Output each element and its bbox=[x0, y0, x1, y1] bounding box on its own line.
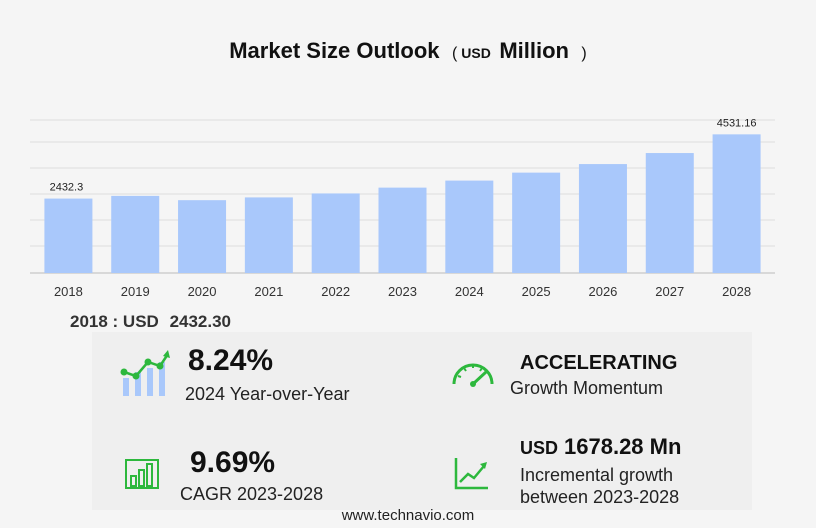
growth-chart-icon bbox=[120, 350, 170, 396]
bar-2020 bbox=[178, 200, 227, 273]
bar-2027 bbox=[645, 153, 694, 273]
x-tick-label: 2025 bbox=[522, 284, 551, 299]
bar-2025 bbox=[512, 172, 561, 273]
yoy-stat: 8.24% bbox=[188, 344, 273, 378]
bar-2019 bbox=[111, 195, 160, 273]
summary-value: 2432.30 bbox=[169, 312, 232, 331]
incremental-stat: USD 1678.28 Mn bbox=[520, 434, 681, 460]
trend-line-icon bbox=[454, 458, 488, 490]
title-paren-open: ( bbox=[451, 45, 458, 62]
yoy-label: 2024 Year-over-Year bbox=[185, 384, 350, 404]
bar-2026 bbox=[578, 164, 627, 273]
incremental-unit: USD bbox=[520, 438, 559, 458]
title-unit: USD bbox=[461, 45, 491, 61]
data-label: 2432.3 bbox=[50, 182, 84, 194]
title-million: Million bbox=[499, 38, 569, 63]
bar-2022 bbox=[311, 193, 360, 273]
incremental-label-2: between 2023-2028 bbox=[520, 487, 680, 507]
bar-2021 bbox=[244, 197, 293, 273]
chart-title: Market Size Outlook (USD Million ) bbox=[0, 38, 816, 64]
incremental-value: 1678.28 Mn bbox=[564, 434, 682, 459]
bar-2024 bbox=[445, 180, 494, 273]
x-tick-label: 2027 bbox=[655, 284, 684, 299]
momentum-head: ACCELERATING bbox=[520, 352, 678, 374]
momentum-label: Growth Momentum bbox=[510, 378, 664, 398]
bar-2028 bbox=[712, 134, 761, 273]
cagr-stat: 9.69% bbox=[190, 446, 275, 480]
x-tick-label: 2018 bbox=[54, 284, 83, 299]
x-tick-label: 2021 bbox=[254, 284, 283, 299]
x-tick-label: 2024 bbox=[455, 284, 484, 299]
summary-line: 2018 : USD 2432.30 bbox=[70, 312, 237, 332]
x-tick-label: 2022 bbox=[321, 284, 350, 299]
bar-chart-icon bbox=[125, 459, 159, 489]
bar-2018 bbox=[44, 198, 93, 273]
summary-year: 2018 : USD bbox=[70, 312, 159, 331]
stats-panel bbox=[92, 332, 752, 510]
data-label: 4531.16 bbox=[717, 117, 757, 129]
cagr-value: 9.69% bbox=[190, 446, 276, 479]
title-paren-close: ) bbox=[581, 45, 587, 62]
cagr-label: CAGR 2023-2028 bbox=[180, 484, 324, 504]
x-tick-label: 2019 bbox=[121, 284, 150, 299]
incremental-label-1: Incremental growth bbox=[520, 465, 674, 485]
x-tick-label: 2020 bbox=[188, 284, 217, 299]
speedometer-icon bbox=[452, 363, 494, 387]
bar-2023 bbox=[378, 187, 427, 273]
x-tick-label: 2028 bbox=[722, 284, 751, 299]
bar-chart: 2018 2432.3 2019 2020 2021 2022 2023 2024 2025 20… bbox=[30, 117, 775, 299]
x-tick-label: 2026 bbox=[588, 284, 617, 299]
yoy-value: 8.24% bbox=[188, 344, 274, 377]
footer-url: www.technavio.com bbox=[341, 507, 475, 524]
x-tick-label: 2023 bbox=[388, 284, 417, 299]
title-text: Market Size Outlook bbox=[229, 38, 440, 63]
